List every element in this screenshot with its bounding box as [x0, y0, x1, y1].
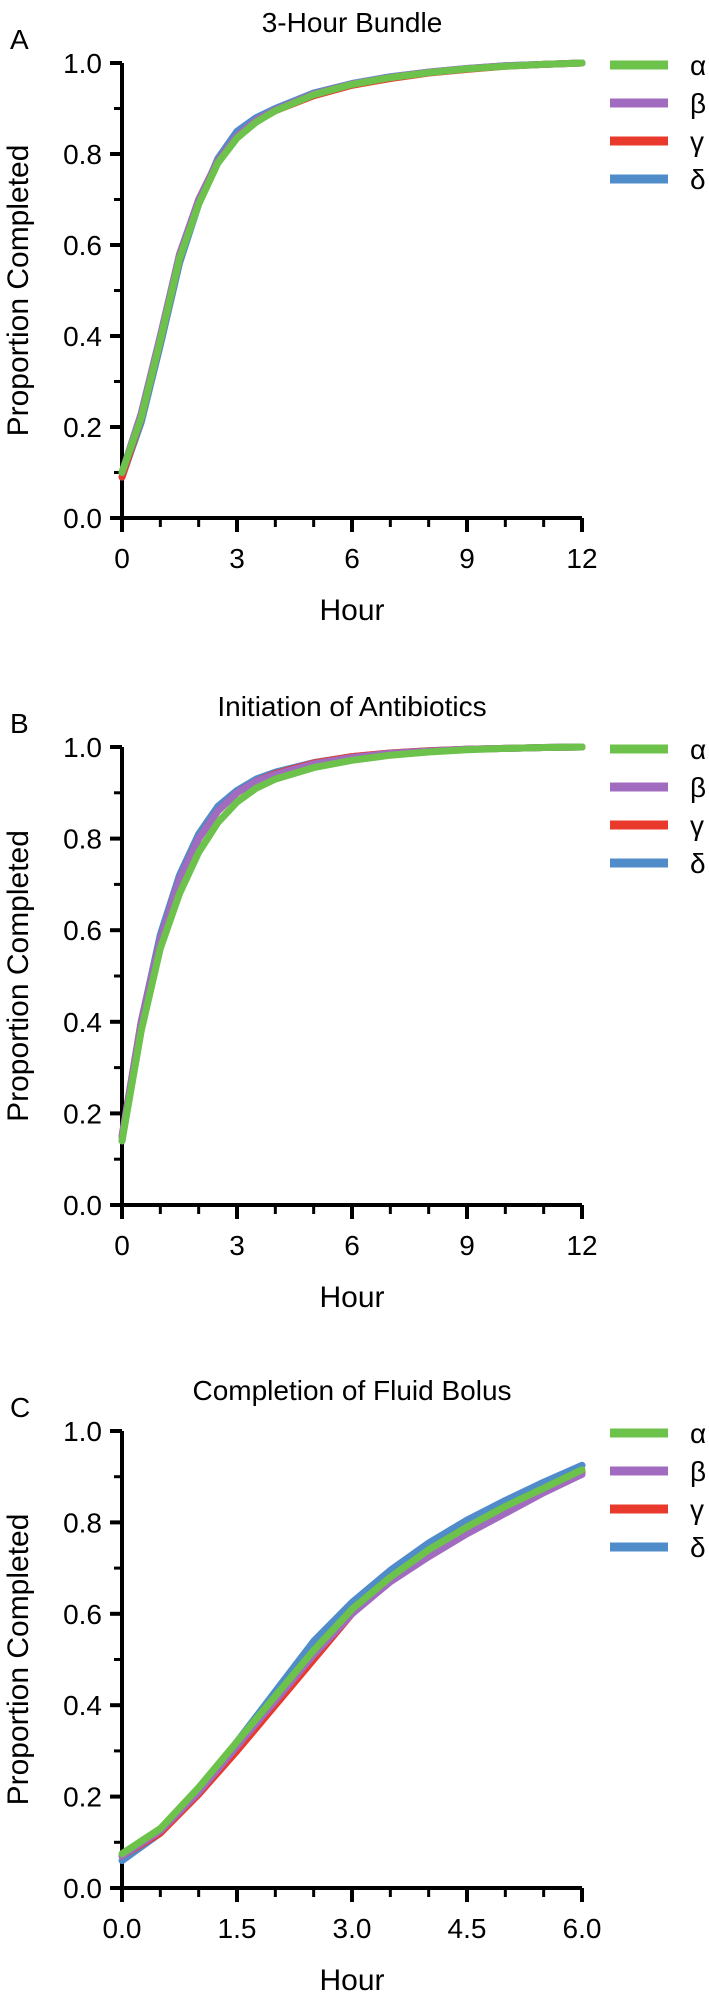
legend-label: β [690, 1456, 706, 1487]
chart-title: Completion of Fluid Bolus [192, 1375, 511, 1406]
series-line-3 [118, 743, 586, 1140]
legend-label: δ [690, 164, 706, 195]
x-axis-title: Hour [319, 1281, 384, 1314]
chart-title: 3-Hour Bundle [262, 7, 443, 38]
legend-label: β [690, 772, 706, 803]
series-line-3 [118, 59, 586, 481]
legend-label: β [690, 88, 706, 119]
y-tick-label: 1.0 [63, 732, 102, 763]
x-tick-label: 12 [566, 543, 597, 574]
chart-panel-a: 3-Hour Bundle A 0.0 0.2 0.4 0.6 0.8 1.0 0 3 6 9 12 Ho… [2, 7, 706, 627]
series-line-4 [118, 743, 586, 1145]
series-line-2 [118, 59, 586, 476]
panel-letter: B [10, 708, 29, 739]
y-tick-label: 0.2 [63, 412, 102, 443]
y-tick-label: 1.0 [63, 1416, 102, 1447]
y-axis-title: Proportion Completed [2, 1514, 35, 1806]
y-tick-label: 0.2 [63, 1782, 102, 1813]
y-tick-label: 0.2 [63, 1098, 102, 1129]
series-line-2 [118, 743, 586, 1140]
legend-label: γ [690, 810, 704, 841]
panel-letter: A [10, 24, 29, 55]
series-line-1 [118, 59, 586, 476]
chart-title: Initiation of Antibiotics [217, 691, 486, 722]
x-tick-label: 0 [114, 543, 130, 574]
y-tick-label: 0.6 [63, 230, 102, 261]
y-tick-label: 0.8 [63, 1507, 102, 1538]
series-line-1 [118, 1466, 586, 1858]
series-line-4 [118, 59, 586, 481]
legend-label: α [690, 734, 706, 765]
y-tick-label: 0.4 [63, 321, 102, 352]
y-axis-title: Proportion Completed [2, 145, 35, 437]
x-tick-label: 3.0 [333, 1913, 372, 1944]
y-tick-label: 0.6 [63, 915, 102, 946]
legend-label: γ [690, 1494, 704, 1525]
x-axis-title: Hour [319, 1964, 384, 1997]
y-axis-title: Proportion Completed [2, 830, 35, 1122]
y-tick-label: 0.4 [63, 1007, 102, 1038]
y-tick-label: 0.0 [63, 1190, 102, 1221]
y-tick-label: 0.0 [63, 1873, 102, 1904]
x-tick-label: 12 [566, 1230, 597, 1261]
panel-letter: C [10, 1392, 30, 1423]
legend-label: α [690, 1418, 706, 1449]
y-tick-label: 1.0 [63, 48, 102, 79]
x-tick-label: 1.5 [218, 1913, 257, 1944]
x-tick-label: 9 [459, 1230, 475, 1261]
legend-label: α [690, 50, 706, 81]
x-tick-label: 6 [344, 1230, 360, 1261]
x-tick-label: 4.5 [448, 1913, 487, 1944]
y-tick-label: 0.0 [63, 503, 102, 534]
legend-label: γ [690, 126, 704, 157]
y-tick-label: 0.4 [63, 1690, 102, 1721]
x-tick-label: 0 [114, 1230, 130, 1261]
chart-panel-c: Completion of Fluid Bolus C 0.0 0.2 0.4 0.6 0.… [2, 1375, 706, 1997]
x-tick-label: 3 [229, 543, 245, 574]
x-tick-label: 9 [459, 543, 475, 574]
y-tick-label: 0.8 [63, 824, 102, 855]
chart-panel-b: Initiation of Antibiotics B 0.0 0.2 0.4 0.6 0.… [2, 691, 706, 1314]
series-line-1 [118, 743, 586, 1145]
x-tick-label: 6 [344, 543, 360, 574]
x-tick-label: 0.0 [103, 1913, 142, 1944]
y-tick-label: 0.8 [63, 139, 102, 170]
x-axis-title: Hour [319, 594, 384, 627]
x-tick-label: 6.0 [563, 1913, 602, 1944]
x-tick-label: 3 [229, 1230, 245, 1261]
legend-label: δ [690, 848, 706, 879]
legend-label: δ [690, 1532, 706, 1563]
y-tick-label: 0.6 [63, 1599, 102, 1630]
